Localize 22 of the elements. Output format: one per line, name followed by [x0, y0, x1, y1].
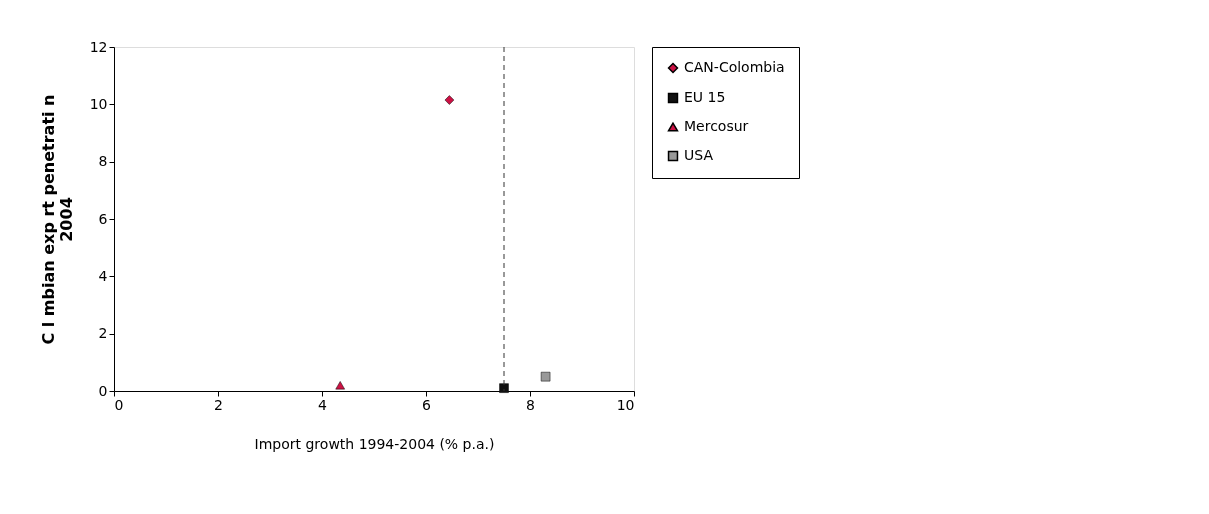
legend-label: USA [684, 147, 714, 163]
x-tick-label: 10 [616, 396, 635, 413]
x-tick-label: 8 [526, 396, 535, 413]
y-tick-label: 8 [98, 153, 108, 170]
legend-label: CAN-Colombia [684, 59, 785, 75]
point [444, 95, 455, 105]
x-axis-title: Import growth 1994-2004 (% p.a.) [254, 435, 495, 452]
x-tick-label: 0 [114, 396, 124, 413]
y-tick-label: 2 [98, 325, 108, 342]
legend-label: Mercosur [684, 118, 749, 134]
point [335, 381, 345, 390]
point [540, 371, 551, 382]
x-tick-label: 6 [422, 396, 432, 413]
x-tick-label: 4 [318, 396, 328, 413]
y-tick-label: 4 [98, 267, 108, 284]
y-tick-label: 0 [98, 382, 108, 399]
x-tick-label: 2 [214, 396, 223, 413]
y-tick-label: 10 [89, 95, 108, 112]
y-tick-label: 12 [89, 38, 108, 55]
legend-label: EU 15 [684, 89, 726, 105]
y-axis-title: C l mbian exp rt penetrati n 2004 [38, 94, 76, 345]
y-tick-label: 6 [98, 210, 108, 227]
